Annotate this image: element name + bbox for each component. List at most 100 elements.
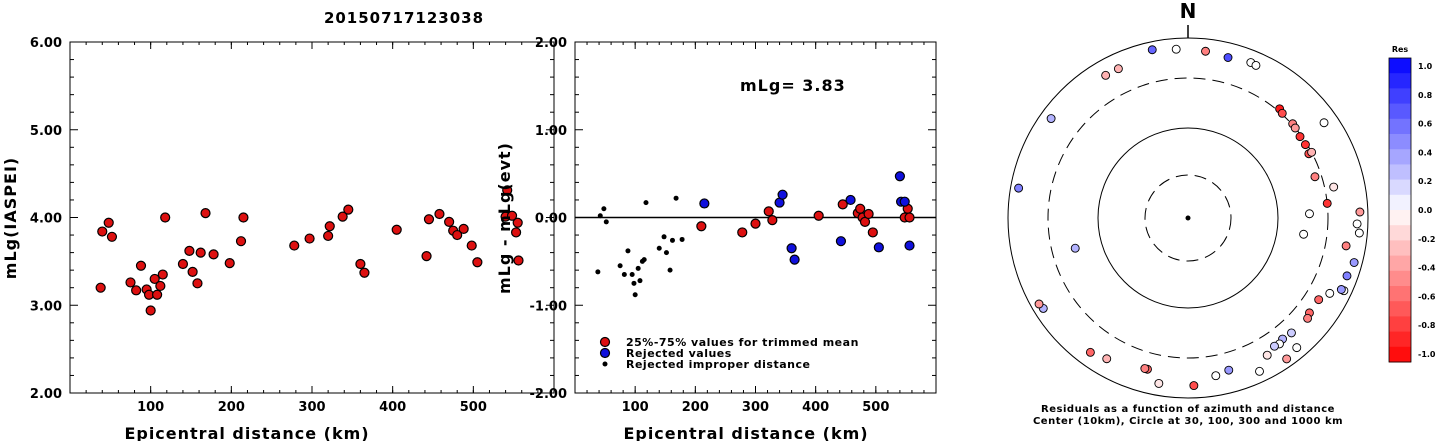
y-tick-label: -1.00: [530, 299, 567, 314]
colorbar-tick-label: 0.8: [1418, 91, 1433, 100]
x-tick-label: 400: [802, 400, 829, 415]
data-point: [656, 245, 662, 251]
data-point: [673, 195, 679, 201]
data-point: [894, 171, 906, 182]
x-axis-label: Epicentral distance (km): [623, 424, 868, 441]
x-tick-label: 500: [460, 400, 487, 415]
station-point: [1255, 366, 1264, 376]
colorbar-cell: [1389, 179, 1411, 196]
station-point: [1070, 243, 1080, 253]
data-point: [629, 272, 635, 278]
colorbar-cell: [1389, 210, 1411, 226]
distance-ring: [1097, 127, 1279, 309]
colorbar-frame: [1388, 57, 1412, 363]
data-point: [472, 257, 483, 268]
colorbar-cell: [1389, 149, 1411, 165]
data-point: [324, 221, 335, 232]
colorbar-tick-label: 0.2: [1418, 177, 1432, 186]
data-point: [617, 263, 623, 269]
data-point: [625, 248, 631, 254]
colorbar-cell: [1389, 286, 1411, 302]
colorbar-cell: [1389, 225, 1411, 241]
station-point: [1292, 343, 1302, 353]
data-point: [355, 258, 366, 270]
station-point: [1319, 118, 1329, 128]
station-point: [1085, 347, 1095, 357]
station-point: [1201, 46, 1210, 56]
data-point: [603, 219, 609, 225]
colorbar-cell: [1389, 164, 1411, 181]
station-point: [1355, 207, 1365, 217]
legend-marker: [599, 336, 611, 348]
data-point: [597, 213, 603, 219]
data-point: [789, 254, 800, 265]
data-point: [208, 249, 219, 260]
data-point: [835, 236, 847, 247]
mlg-annotation: mLg= 3.83: [740, 76, 846, 95]
data-point: [669, 237, 675, 243]
data-points: [595, 171, 915, 298]
station-point: [1224, 365, 1234, 375]
data-point: [155, 280, 166, 292]
data-point: [506, 210, 518, 221]
data-point: [304, 233, 315, 244]
station-point: [1140, 364, 1150, 373]
data-point: [837, 199, 848, 210]
station-point: [1300, 140, 1310, 150]
caption-line-2: Center (10km), Circle at 30, 100, 300 an…: [1033, 416, 1343, 427]
data-point: [224, 258, 235, 269]
data-point: [663, 250, 669, 256]
data-point: [97, 226, 108, 237]
epicenter-marker: [1185, 215, 1191, 221]
station-point: [1147, 45, 1157, 55]
colorbar-title: Res: [1392, 45, 1409, 54]
data-point: [637, 278, 643, 284]
station-point: [1352, 219, 1362, 229]
x-tick-label: 100: [137, 400, 164, 415]
data-point: [641, 257, 647, 263]
colorbar-cell: [1389, 255, 1411, 272]
y-tick-label: -2.00: [530, 387, 567, 402]
data-point: [510, 227, 522, 238]
data-point: [786, 243, 797, 254]
data-point: [767, 215, 778, 226]
x-ticks: 100 200 300 400 500: [574, 42, 937, 415]
colorbar-tick-label: 0.0: [1418, 206, 1433, 215]
data-point: [195, 247, 206, 258]
station-point: [1046, 114, 1056, 123]
colorbar-cell: [1389, 270, 1411, 287]
data-point: [513, 255, 524, 266]
distance-ring: [1047, 77, 1329, 359]
colorbar-tick-label: -1.0: [1418, 350, 1436, 359]
colorbar-cell: [1389, 58, 1411, 74]
y-tick-label: 2.00: [535, 36, 567, 51]
data-point: [152, 289, 163, 300]
x-tick-label: 200: [218, 400, 245, 415]
station-point: [1303, 313, 1313, 323]
data-point: [661, 234, 667, 240]
legend-label: 25%-75% values for trimmed mean: [626, 336, 859, 349]
y-tick-label: 0.00: [535, 212, 567, 227]
data-point: [238, 212, 249, 223]
station-point: [1262, 350, 1272, 360]
y-tick-label: 2.00: [30, 387, 62, 402]
legend-marker: [599, 347, 611, 359]
x-tick-label: 300: [742, 400, 769, 415]
data-point: [867, 227, 878, 238]
data-point: [763, 206, 774, 217]
data-point: [863, 208, 874, 220]
data-point: [337, 211, 348, 222]
data-point: [643, 200, 649, 206]
colorbar-cell: [1389, 73, 1411, 89]
station-point: [1354, 228, 1364, 238]
colorbar-cell: [1389, 346, 1411, 363]
data-point: [192, 278, 203, 289]
data-point: [184, 245, 195, 256]
y-ticks: 2.00 3.00 4.00 5.00 6.00: [30, 36, 554, 402]
station-point: [1154, 378, 1164, 388]
data-point: [421, 251, 432, 262]
station-point: [1305, 209, 1314, 219]
data-point: [845, 194, 856, 206]
y-tick-label: 1.00: [535, 124, 567, 139]
distance-ring: [1144, 174, 1232, 262]
